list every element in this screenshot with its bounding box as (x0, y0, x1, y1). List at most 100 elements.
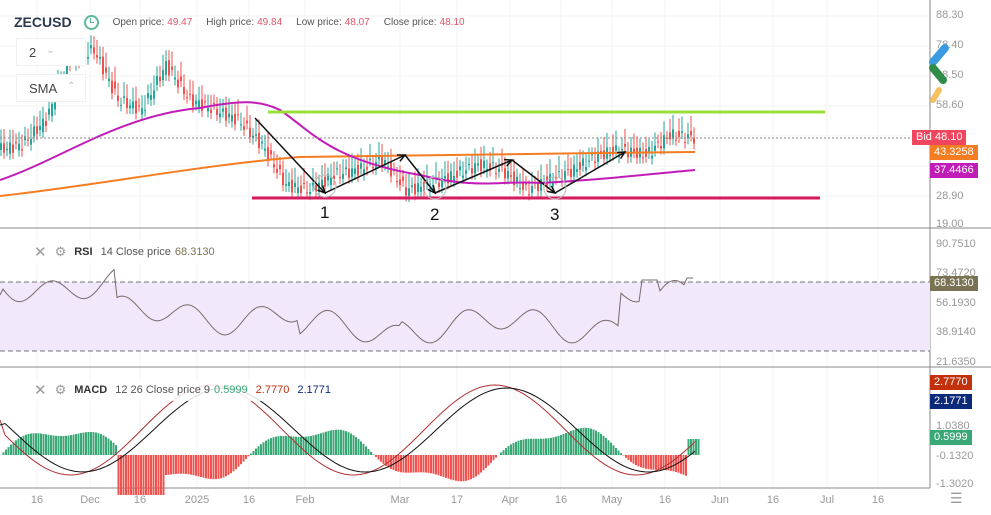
candle-body (405, 187, 407, 196)
candle-body (270, 150, 272, 155)
candle-body (624, 143, 626, 147)
candle-body (21, 149, 23, 151)
macd-histogram-bar (687, 439, 690, 455)
candle-body (378, 156, 380, 160)
candle-body (651, 155, 653, 159)
macd-hist-value: 0.5999 (214, 384, 248, 396)
candle-body (489, 163, 491, 171)
close-icon[interactable]: ✕ (34, 244, 47, 261)
macd-histogram-bar (455, 455, 457, 481)
candle-body (12, 144, 14, 153)
macd-histogram-bar (130, 455, 132, 495)
trend-arrow (324, 154, 406, 194)
pattern-circle (543, 176, 567, 200)
candle-body (42, 118, 44, 133)
close-label: Close price: (383, 16, 437, 28)
macd-histogram-bar (255, 448, 257, 455)
macd-histogram-bar (200, 455, 202, 478)
macd-histogram-bar (107, 438, 110, 455)
macd-histogram-bar (32, 433, 35, 455)
candle-body (291, 179, 293, 193)
bid-price-tag: Bid 48.10 (912, 130, 967, 145)
macd-histogram-bar (275, 436, 277, 455)
macd-histogram-bar (585, 427, 587, 455)
macd-histogram-bar (475, 455, 477, 477)
candle-body (279, 164, 281, 170)
candle-body (681, 131, 683, 134)
candle-body (360, 163, 362, 169)
candle-body (363, 169, 365, 175)
macd-histogram-bar (560, 434, 562, 455)
macd-histogram-bar (280, 435, 282, 455)
macd-histogram-bar (542, 438, 545, 455)
macd-histogram-bar (165, 455, 167, 476)
macd-histogram-bar (540, 438, 542, 455)
macd-histogram-bar (685, 455, 687, 476)
candle-body (27, 139, 29, 141)
candle-body (591, 154, 593, 156)
macd-histogram-bar (572, 430, 575, 455)
candle-body (33, 126, 35, 137)
macd-histogram-bar (645, 455, 647, 469)
candle-body (162, 70, 164, 81)
indicator-select[interactable]: SMA ⌃ (16, 74, 86, 102)
macd-histogram-bar (90, 431, 92, 455)
macd-histogram-bar (385, 455, 387, 466)
candle-body (372, 166, 374, 169)
macd-histogram-bar (317, 433, 320, 455)
signal-line (0, 387, 696, 473)
macd-histogram-bar (50, 435, 52, 455)
clock-icon[interactable] (83, 14, 99, 30)
macd-histogram-bar (552, 437, 555, 455)
candle-body (213, 102, 215, 104)
candle-body (168, 60, 170, 76)
macd-histogram-bar (592, 429, 595, 455)
gear-icon[interactable]: ⚙ (54, 382, 67, 397)
macd-histogram-bar (615, 447, 617, 455)
candle-body (312, 182, 314, 186)
candle-body (381, 156, 383, 166)
candle-body (648, 147, 650, 153)
macd-histogram-bar (155, 455, 157, 495)
candle-body (609, 154, 611, 156)
candle-body (369, 158, 371, 161)
macd-histogram-bar (40, 433, 42, 455)
settings-icon[interactable]: ☰ (950, 490, 963, 506)
interval-select[interactable]: 2 ⌄ (16, 38, 86, 66)
macd-histogram-bar (330, 430, 332, 455)
macd-histogram-bar (12, 442, 15, 455)
macd-histogram-bar (327, 431, 330, 455)
macd-tick: -1.3020 (936, 478, 974, 490)
candle-body (30, 138, 32, 145)
macd-histogram-bar (477, 455, 480, 475)
candle-body (228, 113, 230, 118)
macd-signal-value: 2.1771 (297, 384, 331, 396)
macd-histogram-bar (302, 436, 305, 455)
macd-histogram-bar (427, 455, 430, 473)
macd-histogram-bar (425, 455, 427, 473)
open-value: 49.47 (167, 16, 193, 28)
symbol-header: ZECUSD Open price: 49.47 High price: 49.84… (14, 14, 479, 30)
close-icon[interactable]: ✕ (34, 382, 47, 399)
macd-histogram-bar (692, 439, 695, 455)
candle-body (159, 76, 161, 82)
gear-icon[interactable]: ⚙ (54, 244, 67, 259)
macd-histogram-bar (150, 455, 152, 495)
candle-body (18, 143, 20, 151)
candle-body (450, 171, 452, 181)
candle-body (135, 100, 137, 114)
macd-params: 12 26 Close price 9 (115, 384, 211, 396)
candle-body (303, 182, 305, 184)
candle-body (684, 142, 686, 144)
candle-body (690, 131, 692, 136)
macd-histogram-bar (627, 455, 630, 460)
candle-body (576, 169, 578, 172)
candle-body (570, 169, 572, 177)
macd-histogram-bar (505, 448, 507, 455)
time-tick: Dec (80, 494, 100, 506)
macd-histogram-bar (607, 440, 610, 455)
macd-histogram-bar (647, 455, 650, 470)
symbol-name[interactable]: ZECUSD (14, 14, 72, 30)
trend-arrow (254, 117, 326, 194)
